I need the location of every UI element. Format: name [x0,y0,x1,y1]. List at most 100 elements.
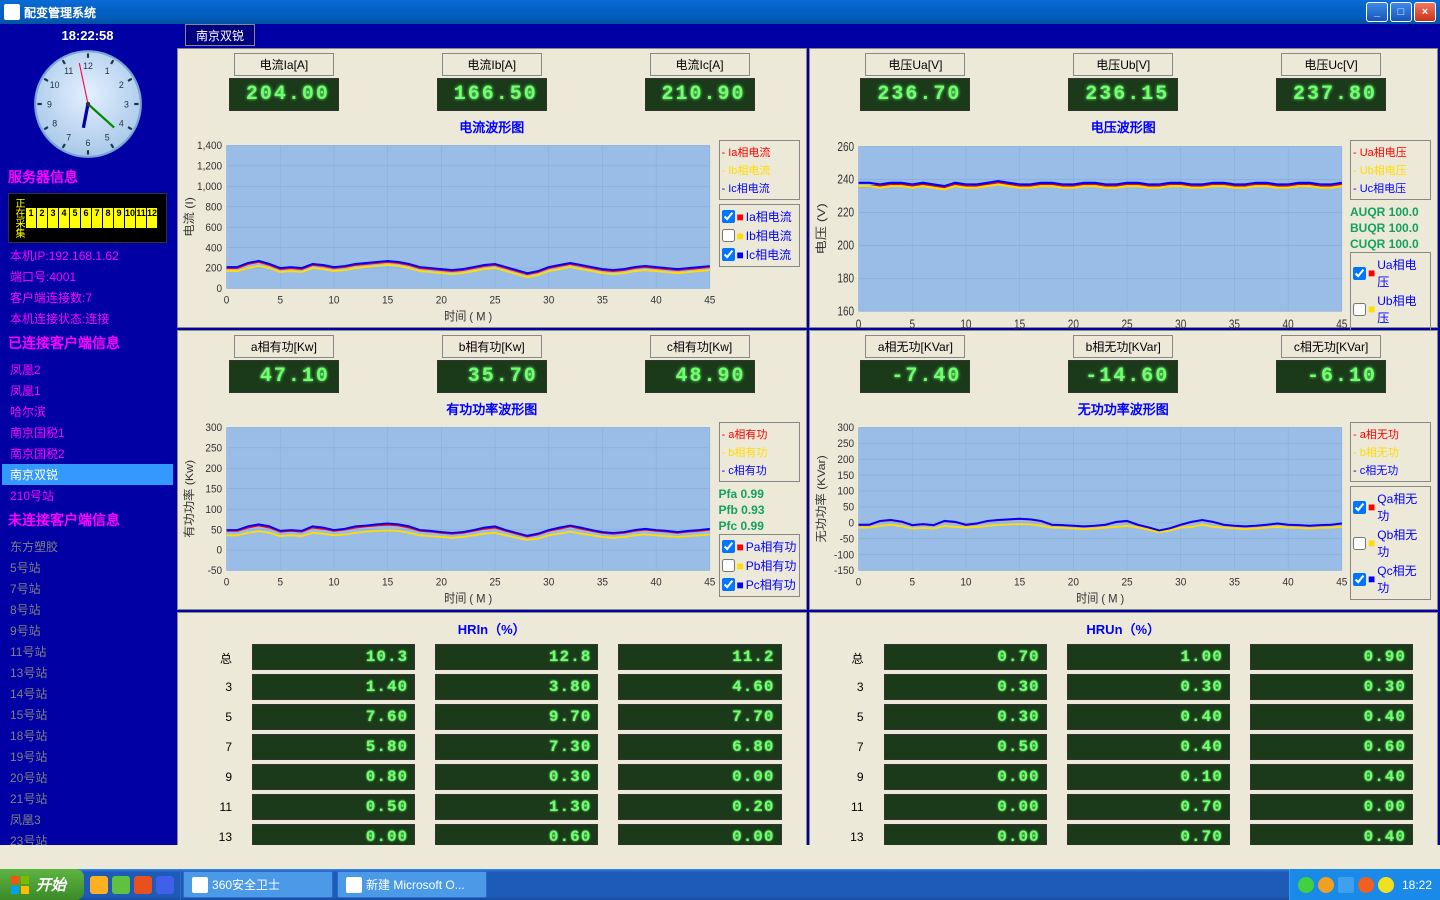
svg-text:10: 10 [328,576,339,589]
client-item[interactable]: 18号站 [2,725,173,746]
svg-text:50: 50 [842,501,853,514]
client-item[interactable]: 13号站 [2,662,173,683]
harm-value: 7.30 [435,734,598,760]
tray-icon-1[interactable] [1298,877,1314,893]
series-checkbox[interactable]: ■ Qb相无功 [1353,525,1428,561]
legend-item: - Ia相电流 [722,143,797,161]
harm-value: 0.00 [884,764,1047,790]
svg-text:35: 35 [1228,576,1239,589]
task-label: 新建 Microsoft O... [366,876,465,893]
readout-label: 电压Ua[V] [865,53,965,76]
client-item[interactable]: 11号站 [2,641,173,662]
svg-text:100: 100 [205,503,222,516]
series-checkbox[interactable]: ■ Ib相电流 [722,226,797,245]
client-item[interactable]: 哈尔滨 [2,401,173,422]
svg-text:0: 0 [224,576,230,589]
svg-text:0: 0 [217,283,223,296]
reactive-power-panel: a相无功[KVar] -7.40 b相无功[KVar] -14.60 c相无功[… [809,330,1439,610]
harm-value: 0.40 [1250,764,1413,790]
readout-value: -14.60 [1068,360,1178,393]
readout-value: 236.70 [860,78,970,111]
client-item[interactable]: 21号站 [2,788,173,809]
maximize-button[interactable]: □ [1390,2,1412,22]
readout-label: b相无功[KVar] [1073,335,1173,358]
legend-item: - c相有功 [722,461,797,479]
svg-text:0: 0 [848,517,854,530]
client-item[interactable]: 7号站 [2,578,173,599]
svg-text:1,000: 1,000 [197,181,222,194]
svg-text:35: 35 [597,576,608,589]
series-checkbox[interactable]: ■ Pc相有功 [722,575,797,594]
uqr-value: AUQR 100.0 [1350,204,1431,220]
client-item[interactable]: 凤凰2 [2,359,173,380]
harm-title: HRUn（%） [814,617,1434,640]
client-item[interactable]: 20号站 [2,767,173,788]
svg-text:30: 30 [543,294,554,307]
tray-icon-3[interactable] [1338,877,1354,893]
harm-value: 7.60 [252,704,415,730]
legend-item: - b相有功 [722,443,797,461]
ql-icon-3[interactable] [134,876,152,894]
series-checkbox[interactable]: ■ Ic相电流 [722,245,797,264]
harm-value: 0.00 [884,824,1047,845]
legend-item: - Ua相电压 [1353,143,1428,161]
client-item[interactable]: 凤凰1 [2,380,173,401]
svg-text:-150: -150 [834,565,854,578]
tab-station[interactable]: 南京双锐 [185,24,255,46]
readout-label: 电压Uc[V] [1281,53,1381,76]
client-item[interactable]: 5号站 [2,557,173,578]
client-item[interactable]: 南京国税2 [2,443,173,464]
client-item[interactable]: 19号站 [2,746,173,767]
harm-value: 12.8 [435,644,598,670]
chart-title: 电压波形图 [814,115,1434,138]
tray-icon-2[interactable] [1318,877,1334,893]
harm-order-label: 11 [834,794,864,820]
client-item[interactable]: 23号站 [2,830,173,845]
client-item[interactable]: 南京双锐 [2,464,173,485]
series-checkbox[interactable]: ■ Qa相无功 [1353,489,1428,525]
series-checkbox[interactable]: ■ Qc相无功 [1353,561,1428,597]
series-checkbox[interactable]: ■ Ia相电流 [722,207,797,226]
tray-icon-4[interactable] [1358,877,1374,893]
client-item[interactable]: 8号站 [2,599,173,620]
harm-order-label: 5 [834,704,864,730]
client-item[interactable]: 东方塑胶 [2,536,173,557]
readout-label: a相无功[KVar] [865,335,965,358]
readout-value: 237.80 [1276,78,1386,111]
taskbar-task[interactable]: 360安全卫士 [183,871,333,898]
series-checkbox[interactable]: ■ Ub相电压 [1353,291,1428,327]
ql-icon-4[interactable] [156,876,174,894]
harm-value: 0.50 [252,794,415,820]
analog-clock: 121234567891011 [33,49,143,159]
harm-order-label: 13 [202,824,232,845]
harm-value: 0.60 [435,824,598,845]
ql-icon-1[interactable] [90,876,108,894]
harm-value: 0.50 [884,734,1047,760]
start-button[interactable]: 开始 [0,869,84,900]
client-item[interactable]: 南京国税1 [2,422,173,443]
client-item[interactable]: 14号站 [2,683,173,704]
client-item[interactable]: 9号站 [2,620,173,641]
series-checkbox[interactable]: ■ Pb相有功 [722,556,797,575]
tray-icon-5[interactable] [1378,877,1394,893]
client-item[interactable]: 凤凰3 [2,809,173,830]
close-button[interactable]: × [1414,2,1436,22]
series-checkbox[interactable]: ■ Ua相电压 [1353,255,1428,291]
app-icon [4,4,20,20]
minimize-button[interactable]: _ [1366,2,1388,22]
harm-order-label: 7 [834,734,864,760]
harm-value: 0.40 [1250,704,1413,730]
tray-clock[interactable]: 18:22 [1398,878,1432,892]
ql-icon-2[interactable] [112,876,130,894]
readout-label: c相无功[KVar] [1281,335,1381,358]
harm-value: 3.80 [435,674,598,700]
series-checkbox[interactable]: ■ Pa相有功 [722,537,797,556]
legend-item: - a相有功 [722,425,797,443]
client-item[interactable]: 210号站 [2,485,173,506]
svg-text:20: 20 [1067,576,1078,589]
client-item[interactable]: 15号站 [2,704,173,725]
svg-text:40: 40 [651,294,662,307]
svg-text:20: 20 [436,576,447,589]
harm-value: 0.00 [618,764,781,790]
taskbar-task[interactable]: 新建 Microsoft O... [337,871,487,898]
